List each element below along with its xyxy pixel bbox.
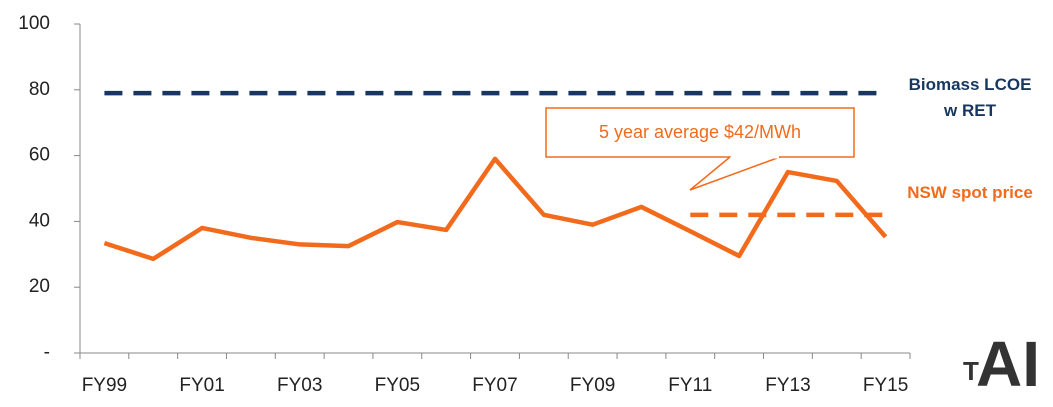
x-tick-label: FY13 bbox=[765, 375, 810, 396]
callout-text: 5 year average $42/MWh bbox=[599, 122, 801, 142]
logo-large: AI bbox=[976, 328, 1040, 400]
x-tick-label: FY11 bbox=[668, 375, 712, 396]
x-tick-label: FY15 bbox=[863, 375, 908, 396]
x-tick-label: FY07 bbox=[472, 375, 517, 396]
y-tick-label: 60 bbox=[29, 145, 50, 166]
legend-label: NSW spot price bbox=[907, 183, 1033, 202]
x-tick-label: FY09 bbox=[570, 375, 615, 396]
y-tick-label: 20 bbox=[29, 276, 50, 297]
callout-box bbox=[545, 107, 855, 158]
x-tick-label: FY99 bbox=[82, 375, 127, 396]
legend-label: Biomass LCOE w RET bbox=[908, 75, 1032, 120]
x-tick-label: FY01 bbox=[179, 375, 224, 396]
x-tick-label: FY05 bbox=[375, 375, 420, 396]
y-tick-label: 80 bbox=[29, 79, 50, 100]
series-line bbox=[103, 156, 888, 262]
x-tick-label: FY03 bbox=[277, 375, 322, 396]
y-tick-label: 40 bbox=[29, 210, 50, 231]
callout-tail bbox=[689, 156, 781, 191]
logo-small: T bbox=[963, 356, 979, 386]
y-tick-label: - bbox=[44, 342, 50, 363]
y-tick-label: 100 bbox=[18, 13, 50, 34]
